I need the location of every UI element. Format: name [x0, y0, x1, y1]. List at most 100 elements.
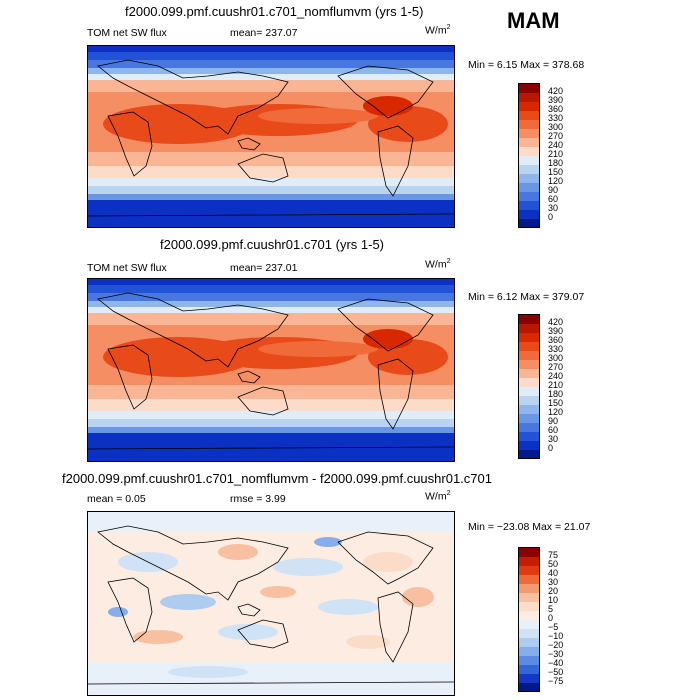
panel-2-field-label: TOM net SW flux: [87, 262, 167, 274]
panel-2-cbar-swatch: [519, 342, 539, 351]
panel-1-mean: mean= 237.07: [230, 27, 298, 39]
panel-3-cbar-label: 0: [548, 613, 554, 623]
panel-3-cbar-swatch: [519, 575, 539, 584]
panel-1-cbar-swatch: [519, 219, 539, 227]
panel-2-cbar-swatch: [519, 360, 539, 369]
panel-3-cbar-swatch: [519, 620, 539, 629]
panel-1-cbar-label: 210: [548, 149, 564, 159]
panel-2-cbar-label: 150: [548, 398, 564, 408]
panel-1-cbar-label: 60: [548, 194, 559, 204]
panel-3-mean: mean = 0.05: [87, 493, 146, 505]
panel-2-cbar-swatch: [519, 333, 539, 342]
panel-1-cbar-swatch: [519, 111, 539, 120]
panel-2-mean: mean= 237.01: [230, 262, 298, 274]
panel-2-cbar-label: 420: [548, 317, 564, 327]
panel-1-minmax: Min = 6.15 Max = 378.68: [468, 59, 585, 71]
panel-3-cbar-label: 20: [548, 586, 559, 596]
panel-3-cbar-label: −10: [548, 631, 564, 641]
panel-2-cbar-swatch: [519, 369, 539, 378]
panel-3-units: W/m2: [425, 490, 451, 503]
panel-2-cbar-label: 120: [548, 407, 564, 417]
panel-2-map: [87, 278, 455, 462]
panel-2-cbar-swatch: [519, 414, 539, 423]
panel-2-cbar-label: 60: [548, 425, 559, 435]
panel-3-cbar-swatch: [519, 584, 539, 593]
panel-2-cbar-label: 240: [548, 371, 564, 381]
panel-3-cbar-swatch: [519, 566, 539, 575]
panel-3-rmse: rmse = 3.99: [230, 493, 286, 505]
panel-1-cbar-label: 300: [548, 122, 564, 132]
panel-1-map: [87, 45, 455, 228]
panel-3-cbar-swatch: [519, 647, 539, 656]
panel-2-minmax: Min = 6.12 Max = 379.07: [468, 291, 585, 303]
panel-3-cbar-swatch: [519, 656, 539, 665]
panel-3-cbar-swatch: [519, 557, 539, 566]
panel-3-cbar-label: 50: [548, 559, 559, 569]
panel-2-cbar-label: 0: [548, 443, 554, 453]
panel-1-cbar-swatch: [519, 129, 539, 138]
panel-2-cbar-label: 330: [548, 344, 564, 354]
panel-2-cbar-label: 390: [548, 326, 564, 336]
panel-2-cbar-label: 360: [548, 335, 564, 345]
panel-2-cbar-swatch: [519, 315, 539, 324]
panel-3-cbar-swatch: [519, 548, 539, 557]
panel-3-cbar-label: 75: [548, 550, 559, 560]
panel-1-cbar-swatch: [519, 138, 539, 147]
panel-1-cbar-swatch: [519, 156, 539, 165]
panel-1-cbar-label: 420: [548, 86, 564, 96]
panel-2-field: [88, 279, 454, 461]
panel-1-cbar-label: 270: [548, 131, 564, 141]
panel-1-cbar-swatch: [519, 84, 539, 93]
panel-2-cbar-label: 30: [548, 434, 559, 444]
panel-3-cbar-swatch: [519, 674, 539, 683]
panel-3-cbar-swatch: [519, 593, 539, 602]
panel-1-cbar-swatch: [519, 120, 539, 129]
panel-3-cbar-swatch: [519, 611, 539, 620]
panel-1-cbar-label: 120: [548, 176, 564, 186]
panel-1-cbar-swatch: [519, 201, 539, 210]
panel-2-cbar-swatch: [519, 432, 539, 441]
panel-1-cbar-swatch: [519, 165, 539, 174]
panel-1-cbar-label: 0: [548, 212, 554, 222]
panel-1-cbar-label: 150: [548, 167, 564, 177]
panel-3-cbar-swatch: [519, 638, 539, 647]
panel-3-cbar-swatch: [519, 602, 539, 611]
panel-1-cbar-swatch: [519, 147, 539, 156]
panel-3-cbar-label: −50: [548, 667, 564, 677]
panel-2-cbar-label: 90: [548, 416, 559, 426]
season-label: MAM: [507, 8, 560, 33]
panel-2-cbar-swatch: [519, 378, 539, 387]
panel-1-cbar-swatch: [519, 210, 539, 219]
panel-1-title: f2000.099.pmf.cuushr01.c701_nomflumvm (y…: [125, 4, 424, 19]
panel-1-cbar-label: 90: [548, 185, 559, 195]
panel-3-cbar-label: 40: [548, 568, 559, 578]
panel-2-cbar-label: 300: [548, 353, 564, 363]
panel-3-cbar-label: −75: [548, 676, 564, 686]
panel-1-cbar-swatch: [519, 102, 539, 111]
panel-2-cbar-swatch: [519, 423, 539, 432]
panel-1-cbar-label: 180: [548, 158, 564, 168]
panel-1-cbar-label: 390: [548, 95, 564, 105]
panel-3-cbar-label: −30: [548, 649, 564, 659]
panel-2-cbar-swatch: [519, 450, 539, 458]
panel-3-map: [87, 511, 455, 696]
panel-3-cbar-label: 30: [548, 577, 559, 587]
panel-3-cbar-label: 10: [548, 595, 559, 605]
panel-1-cbar-swatch: [519, 174, 539, 183]
panel-1-cbar-label: 240: [548, 140, 564, 150]
panel-1-field: [88, 46, 454, 227]
panel-3-colorbar: [518, 547, 540, 692]
panel-3-cbar-swatch: [519, 665, 539, 674]
panel-3-field: [88, 512, 454, 695]
panel-3-cbar-label: −20: [548, 640, 564, 650]
panel-1-units: W/m2: [425, 24, 451, 37]
panel-2-cbar-swatch: [519, 441, 539, 450]
panel-2-cbar-swatch: [519, 405, 539, 414]
panel-2-cbar-swatch: [519, 324, 539, 333]
panel-2-title: f2000.099.pmf.cuushr01.c701 (yrs 1-5): [160, 237, 385, 252]
panel-2-cbar-swatch: [519, 396, 539, 405]
panel-1-cbar-swatch: [519, 192, 539, 201]
panel-2-cbar-swatch: [519, 387, 539, 396]
panel-3-minmax: Min = −23.08 Max = 21.07: [468, 521, 591, 533]
panel-3-cbar-label: −40: [548, 658, 564, 668]
